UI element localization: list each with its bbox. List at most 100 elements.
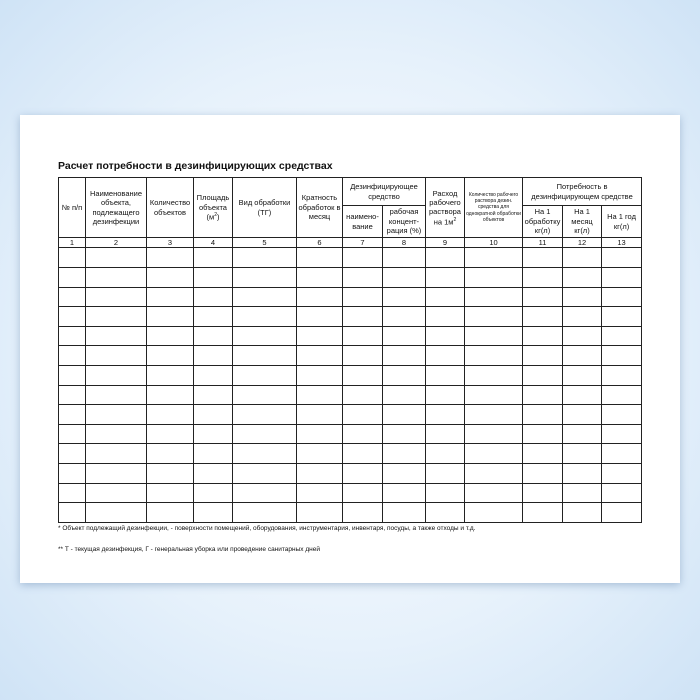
table-cell[interactable] [85,266,147,288]
table-cell[interactable] [58,502,86,523]
table-cell[interactable] [382,325,426,347]
table-cell[interactable] [193,266,233,288]
table-cell[interactable] [382,502,426,523]
table-cell[interactable] [425,247,465,268]
table-cell[interactable] [146,404,194,425]
table-cell[interactable] [425,306,465,327]
table-cell[interactable] [296,345,343,366]
table-cell[interactable] [522,247,563,268]
table-cell[interactable] [522,306,563,327]
table-cell[interactable] [464,364,523,386]
table-cell[interactable] [58,266,86,288]
table-cell[interactable] [342,286,383,308]
table-cell[interactable] [425,364,465,386]
table-cell[interactable] [146,345,194,366]
table-cell[interactable] [382,306,426,327]
table-cell[interactable] [58,462,86,484]
table-cell[interactable] [58,364,86,386]
table-cell[interactable] [58,423,86,445]
table-cell[interactable] [562,247,602,268]
table-cell[interactable] [85,404,147,425]
table-cell[interactable] [342,423,383,445]
table-cell[interactable] [382,482,426,504]
table-cell[interactable] [464,286,523,308]
table-cell[interactable] [382,443,426,464]
table-cell[interactable] [146,266,194,288]
table-cell[interactable] [193,443,233,464]
table-cell[interactable] [342,502,383,523]
table-cell[interactable] [85,482,147,504]
table-cell[interactable] [146,482,194,504]
table-cell[interactable] [562,443,602,464]
table-cell[interactable] [85,325,147,347]
table-cell[interactable] [58,345,86,366]
table-cell[interactable] [600,502,643,523]
table-cell[interactable] [193,404,233,425]
table-cell[interactable] [562,462,602,484]
table-cell[interactable] [58,384,86,406]
table-cell[interactable] [464,345,523,366]
table-cell[interactable] [600,423,643,445]
table-cell[interactable] [425,404,465,425]
table-cell[interactable] [464,462,523,484]
table-cell[interactable] [232,482,297,504]
table-cell[interactable] [522,286,563,308]
table-cell[interactable] [562,384,602,406]
table-cell[interactable] [342,325,383,347]
table-cell[interactable] [522,384,563,406]
table-cell[interactable] [58,247,86,268]
table-cell[interactable] [562,266,602,288]
table-cell[interactable] [146,502,194,523]
table-cell[interactable] [296,306,343,327]
table-cell[interactable] [296,286,343,308]
table-cell[interactable] [600,443,643,464]
table-cell[interactable] [146,423,194,445]
table-cell[interactable] [425,384,465,406]
table-cell[interactable] [193,462,233,484]
table-cell[interactable] [193,247,233,268]
table-cell[interactable] [562,286,602,308]
table-cell[interactable] [382,286,426,308]
table-cell[interactable] [193,286,233,308]
table-cell[interactable] [522,364,563,386]
table-cell[interactable] [464,502,523,523]
table-cell[interactable] [296,462,343,484]
table-cell[interactable] [85,345,147,366]
table-cell[interactable] [562,502,602,523]
table-cell[interactable] [193,325,233,347]
table-cell[interactable] [146,325,194,347]
table-cell[interactable] [562,423,602,445]
table-cell[interactable] [296,502,343,523]
table-cell[interactable] [600,306,643,327]
table-cell[interactable] [58,404,86,425]
table-cell[interactable] [85,384,147,406]
table-cell[interactable] [296,443,343,464]
table-cell[interactable] [464,482,523,504]
table-cell[interactable] [342,443,383,464]
table-cell[interactable] [600,462,643,484]
table-cell[interactable] [296,247,343,268]
table-cell[interactable] [232,384,297,406]
table-cell[interactable] [85,286,147,308]
table-cell[interactable] [193,364,233,386]
table-cell[interactable] [85,247,147,268]
table-cell[interactable] [425,266,465,288]
table-cell[interactable] [193,482,233,504]
table-cell[interactable] [425,325,465,347]
table-cell[interactable] [232,306,297,327]
table-cell[interactable] [232,502,297,523]
table-cell[interactable] [464,325,523,347]
table-cell[interactable] [232,423,297,445]
table-cell[interactable] [600,345,643,366]
table-cell[interactable] [382,384,426,406]
table-cell[interactable] [382,462,426,484]
table-cell[interactable] [425,502,465,523]
table-cell[interactable] [464,423,523,445]
table-cell[interactable] [146,462,194,484]
table-cell[interactable] [232,364,297,386]
table-cell[interactable] [382,247,426,268]
table-cell[interactable] [522,482,563,504]
table-cell[interactable] [600,325,643,347]
table-cell[interactable] [193,306,233,327]
table-cell[interactable] [193,502,233,523]
